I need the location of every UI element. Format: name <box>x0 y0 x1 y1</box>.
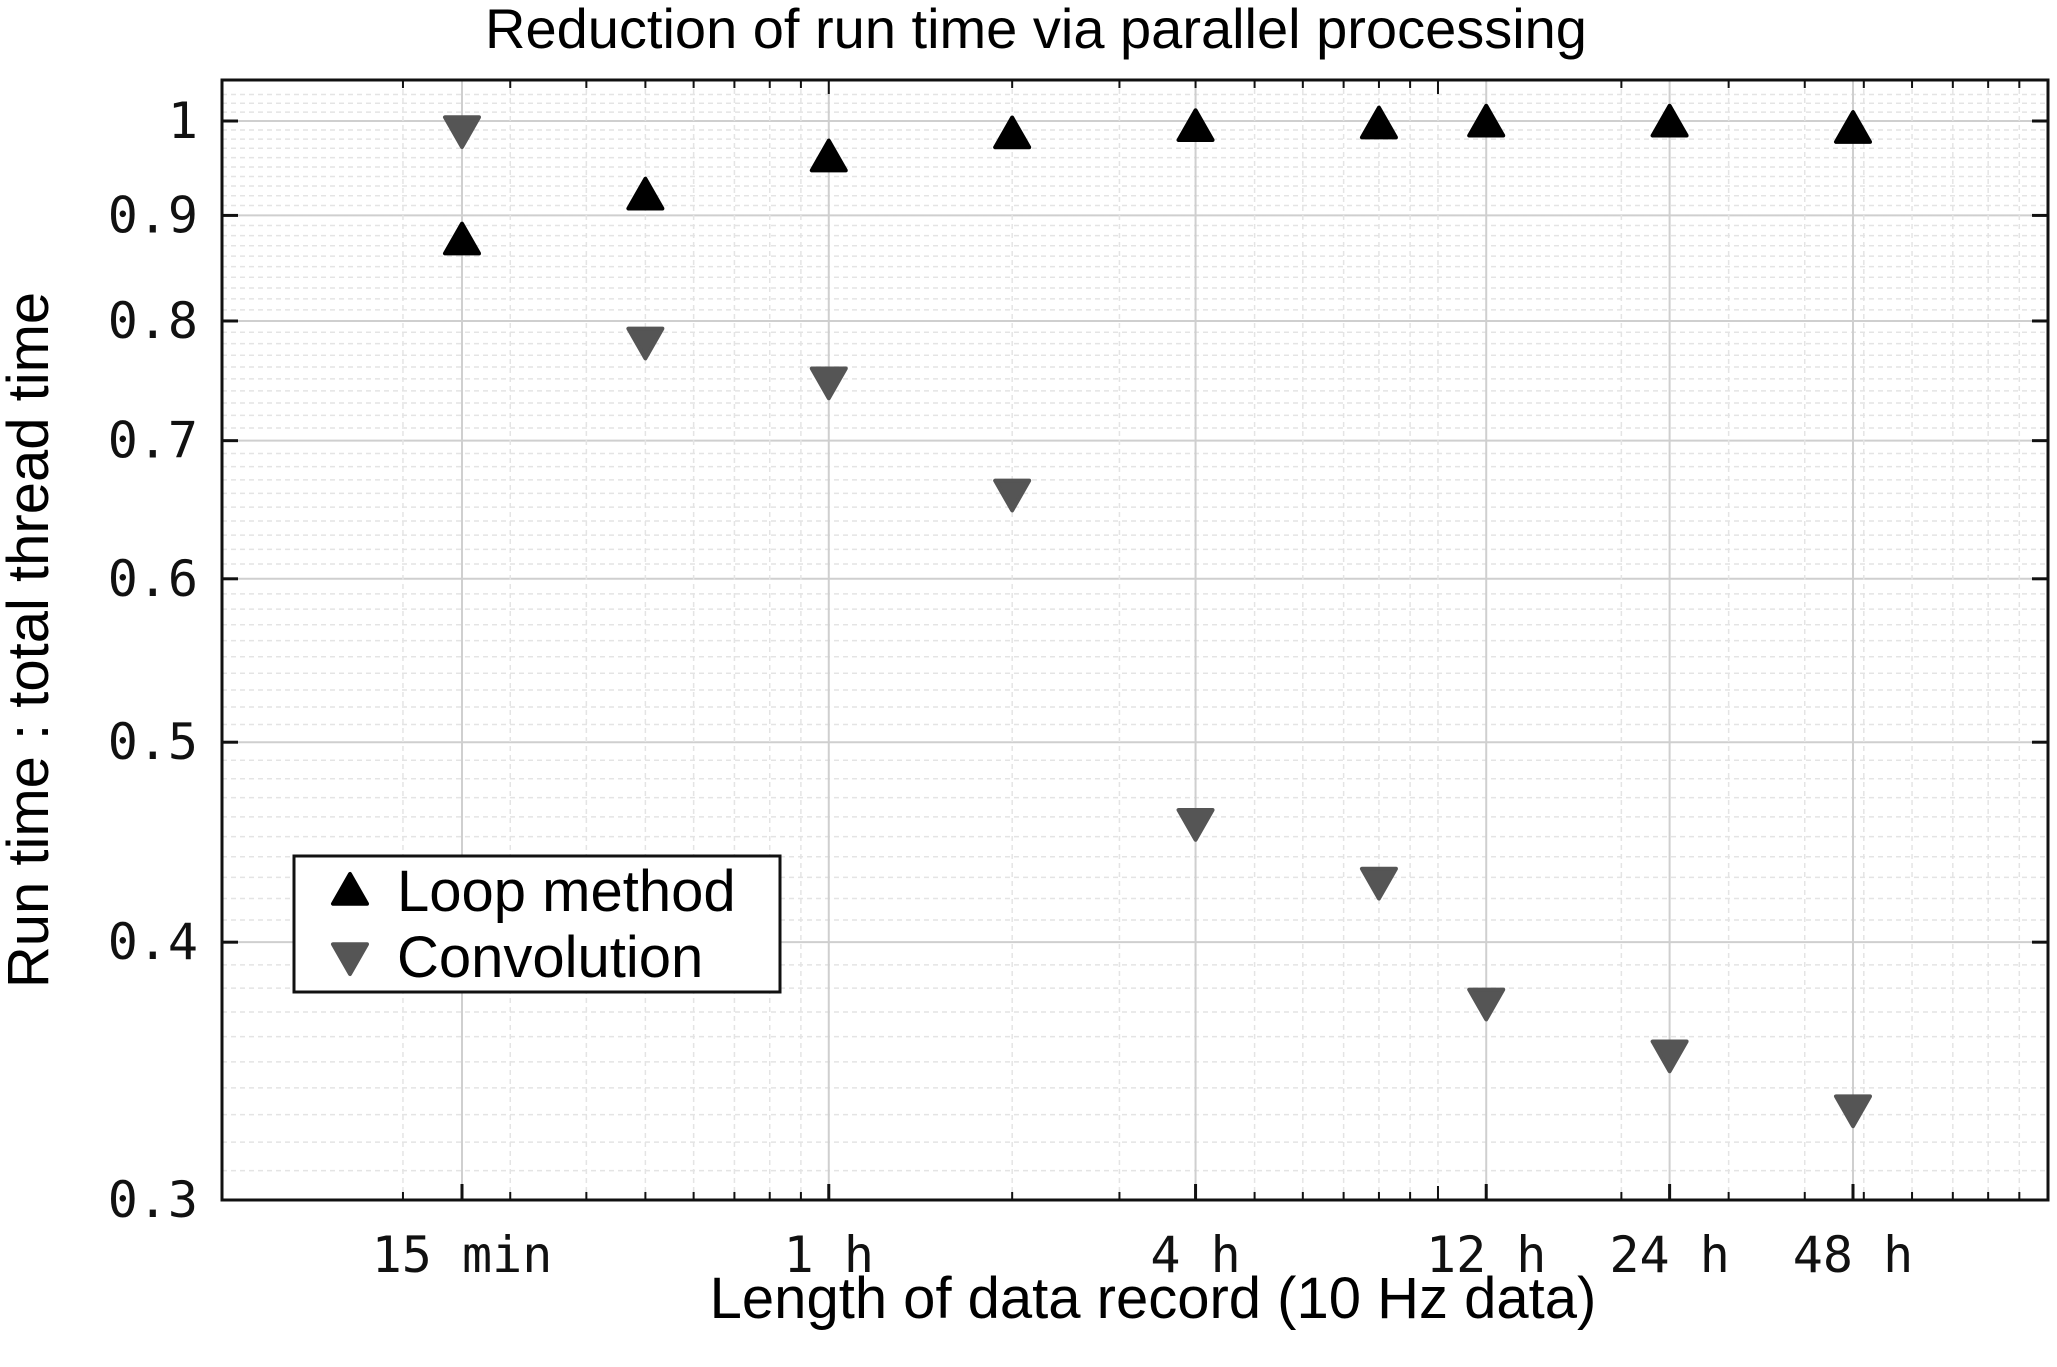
loop-method-point <box>1467 103 1506 138</box>
x-tick-label: 1 h <box>784 1226 874 1284</box>
convolution-point <box>1834 1094 1872 1129</box>
loop-method-point <box>1834 110 1872 144</box>
y-tick-label: 0.8 <box>108 292 198 350</box>
x-tick-label: 24 h <box>1609 1226 1729 1284</box>
convolution-point <box>1467 987 1506 1022</box>
y-tick-label: 0.5 <box>108 713 198 771</box>
x-tick-label: 48 h <box>1793 1226 1913 1284</box>
grid <box>222 80 2048 1200</box>
y-tick-label: 0.4 <box>108 913 198 971</box>
convolution-point <box>626 326 665 361</box>
loop-method-point <box>443 221 481 256</box>
convolution-point <box>993 478 1032 513</box>
y-axis-label: Run time : total thread time <box>0 292 61 988</box>
chart-title: Reduction of run time via parallel proce… <box>485 0 1587 60</box>
loop-method-point <box>1650 103 1689 138</box>
loop-method-point <box>993 115 1032 150</box>
plot-frame <box>220 78 2050 1202</box>
legend-marker <box>331 942 369 976</box>
legend-box <box>292 854 782 994</box>
loop-method-point <box>626 176 665 211</box>
y-tick-label: 1 <box>168 92 198 150</box>
data-marks <box>443 103 1872 1129</box>
legend-label: Loop method <box>397 859 736 924</box>
loop-method-point <box>809 138 848 173</box>
x-tick-label: 4 h <box>1150 1226 1240 1284</box>
y-tick-label: 0.3 <box>108 1171 198 1229</box>
convolution-point <box>1359 866 1398 901</box>
x-tick-label: 12 h <box>1426 1226 1546 1284</box>
loop-method-point <box>1359 105 1398 140</box>
y-tick-label: 0.9 <box>108 186 198 244</box>
legend-marker <box>331 872 369 906</box>
x-tick-label: 15 min <box>372 1226 553 1284</box>
legend-label: Convolution <box>397 925 703 990</box>
axis-ticks: 0.3 0.4 0.5 0.6 0.7 0.8 0.9 1 15 min 1 h 4 h 12 h 24… <box>108 80 2048 1284</box>
loop-method-point <box>1176 108 1215 143</box>
convolution-point <box>443 115 481 150</box>
y-tick-label: 0.6 <box>108 550 198 608</box>
x-axis-label: Length of data record (10 Hz data) <box>710 1266 1597 1331</box>
convolution-point <box>1650 1039 1689 1074</box>
convolution-point <box>1176 808 1215 842</box>
convolution-point <box>809 366 848 401</box>
y-tick-label: 0.7 <box>108 412 198 470</box>
